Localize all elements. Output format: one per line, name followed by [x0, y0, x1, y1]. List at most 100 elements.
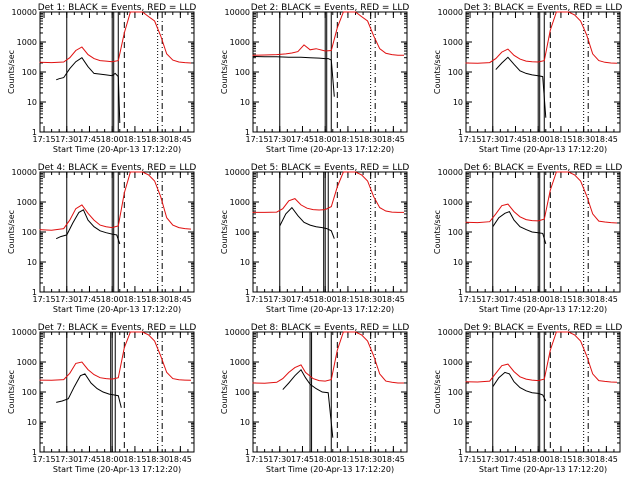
x-tick-label: 18:15 — [336, 455, 359, 464]
plot-frame — [465, 171, 621, 293]
x-tick-label: 17:30 — [481, 135, 504, 144]
lld-series-line — [252, 171, 404, 213]
x-tick-label: 18:45 — [382, 455, 405, 464]
panel-title: Det 6: BLACK = Events, RED = LLD — [464, 163, 623, 173]
y-tick-label: 1000 — [443, 38, 463, 47]
x-axis-label: Start Time (20-Apr-13 17:12:20) — [479, 465, 607, 474]
plot-frame — [465, 11, 621, 133]
x-tick-label: 18:45 — [169, 135, 192, 144]
events-series-line — [492, 210, 547, 245]
y-axis-label: Counts/sec — [7, 50, 16, 94]
x-tick-label: 18:00 — [101, 295, 124, 304]
lld-series-line — [39, 171, 192, 231]
x-tick-label: 18:00 — [527, 455, 550, 464]
y-tick-label: 10 — [240, 258, 250, 267]
x-tick-label: 18:15 — [549, 455, 572, 464]
y-axis-label: Counts/sec — [220, 50, 229, 94]
x-tick-label: 18:00 — [101, 455, 124, 464]
x-axis-label: Start Time (20-Apr-13 17:12:20) — [266, 305, 394, 314]
y-tick-label: 10000 — [438, 328, 463, 337]
y-tick-label: 10000 — [12, 168, 37, 177]
plot-frame — [252, 331, 408, 453]
y-tick-label: 1 — [458, 448, 463, 457]
y-axis-label: Counts/sec — [433, 210, 442, 254]
lld-series-line — [465, 331, 618, 383]
y-tick-label: 100 — [22, 68, 37, 77]
lld-series-line — [39, 331, 192, 381]
panel-title: Det 2: BLACK = Events, RED = LLD — [251, 3, 410, 13]
y-tick-label: 10000 — [12, 8, 37, 17]
x-tick-label: 18:30 — [146, 135, 169, 144]
lld-series-line — [252, 11, 404, 56]
x-tick-label: 17:30 — [481, 295, 504, 304]
events-series-line — [55, 209, 121, 245]
x-axis-label: Start Time (20-Apr-13 17:12:20) — [266, 145, 394, 154]
y-tick-label: 1 — [32, 448, 37, 457]
x-tick-label: 17:15 — [33, 295, 56, 304]
x-tick-label: 17:30 — [268, 135, 291, 144]
x-tick-label: 17:15 — [459, 455, 482, 464]
events-series-line — [282, 368, 334, 438]
x-tick-label: 17:45 — [291, 135, 314, 144]
x-tick-label: 17:45 — [78, 135, 101, 144]
x-tick-label: 18:30 — [359, 135, 382, 144]
y-tick-label: 10 — [453, 418, 463, 427]
panel-title: Det 9: BLACK = Events, RED = LLD — [464, 323, 623, 333]
x-tick-label: 17:30 — [55, 295, 78, 304]
y-tick-label: 100 — [22, 228, 37, 237]
x-tick-label: 18:30 — [572, 455, 595, 464]
x-tick-label: 17:30 — [268, 295, 291, 304]
x-tick-label: 17:45 — [291, 455, 314, 464]
detector-panel-5: 1 10 100 1000 10000 17:15 17:30 17:45 18:00 18:15… — [220, 163, 409, 314]
x-tick-label: 17:45 — [78, 295, 101, 304]
y-tick-label: 1000 — [17, 198, 37, 207]
y-tick-label: 1 — [245, 288, 250, 297]
lld-series-line — [465, 171, 618, 224]
x-tick-label: 17:30 — [55, 455, 78, 464]
y-tick-label: 10000 — [225, 168, 250, 177]
x-tick-label: 17:15 — [459, 295, 482, 304]
events-series-line — [279, 206, 335, 239]
y-tick-label: 10 — [240, 418, 250, 427]
plot-frame — [39, 171, 195, 293]
x-tick-label: 17:15 — [33, 135, 56, 144]
panel-title: Det 3: BLACK = Events, RED = LLD — [464, 3, 623, 13]
x-tick-label: 17:45 — [78, 455, 101, 464]
panel-title: Det 7: BLACK = Events, RED = LLD — [38, 323, 197, 333]
x-axis-label: Start Time (20-Apr-13 17:12:20) — [53, 305, 181, 314]
x-tick-label: 18:45 — [382, 295, 405, 304]
x-tick-label: 18:15 — [549, 295, 572, 304]
x-tick-label: 18:30 — [146, 295, 169, 304]
x-tick-label: 18:45 — [382, 135, 405, 144]
x-tick-label: 17:45 — [504, 135, 527, 144]
detector-panel-6: 1 10 100 1000 10000 17:15 17:30 17:45 18:00 18:15… — [433, 163, 622, 314]
plot-frame — [39, 11, 195, 133]
x-tick-label: 18:45 — [595, 455, 618, 464]
y-tick-label: 100 — [448, 228, 463, 237]
plot-frame — [39, 331, 195, 453]
x-tick-label: 18:45 — [595, 295, 618, 304]
y-tick-label: 100 — [235, 388, 250, 397]
events-series-line — [56, 373, 122, 408]
lld-series-line — [39, 11, 192, 64]
x-axis-label: Start Time (20-Apr-13 17:12:20) — [53, 465, 181, 474]
x-tick-label: 18:15 — [123, 455, 146, 464]
detector-panel-9: 1 10 100 1000 10000 17:15 17:30 17:45 18:00 18:15… — [433, 323, 622, 474]
x-tick-label: 18:00 — [527, 295, 550, 304]
y-axis-label: Counts/sec — [433, 50, 442, 94]
y-tick-label: 1000 — [230, 198, 250, 207]
y-tick-label: 10000 — [225, 328, 250, 337]
panel-title: Det 8: BLACK = Events, RED = LLD — [251, 323, 410, 333]
x-tick-label: 18:30 — [359, 455, 382, 464]
y-axis-label: Counts/sec — [7, 370, 16, 414]
x-axis-label: Start Time (20-Apr-13 17:12:20) — [479, 145, 607, 154]
y-tick-label: 1 — [32, 288, 37, 297]
x-tick-label: 18:30 — [572, 295, 595, 304]
y-tick-label: 10000 — [12, 328, 37, 337]
y-tick-label: 10 — [240, 98, 250, 107]
y-tick-label: 100 — [235, 228, 250, 237]
y-tick-label: 1000 — [17, 358, 37, 367]
x-tick-label: 18:15 — [549, 135, 572, 144]
x-tick-label: 18:00 — [314, 295, 337, 304]
